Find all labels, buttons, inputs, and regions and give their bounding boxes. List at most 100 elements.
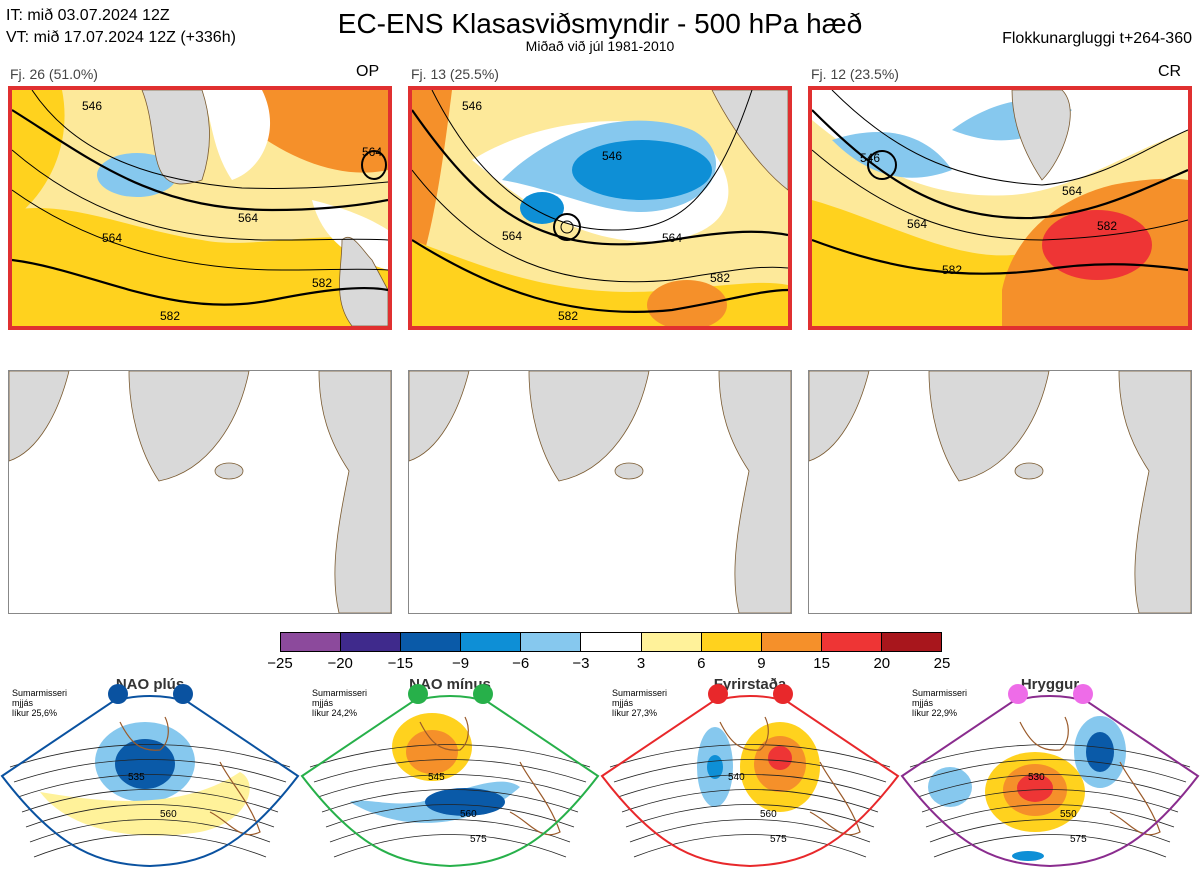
contour-thin-c: [12, 189, 388, 271]
colorbar-segment: [641, 633, 702, 651]
classification-window: Flokkunargluggi t+264-360: [1002, 30, 1192, 47]
regime-contour: [633, 834, 867, 858]
anomaly-blue-center: [97, 153, 177, 197]
contour-label: 582: [710, 271, 730, 285]
cluster-2-map: 546 546 564 564 582 582: [408, 86, 792, 330]
regime-marker-dot: [108, 684, 128, 704]
colorbar-segment: [761, 633, 822, 651]
regime-contour-label: 545: [428, 772, 445, 783]
colorbar-tick-label: 15: [813, 655, 830, 672]
colorbar-tick-label: −9: [451, 655, 470, 672]
contour-label: 564: [238, 211, 258, 225]
land-canada: [409, 371, 470, 462]
land-europe: [318, 371, 391, 613]
regime-contour-label: 575: [1070, 834, 1087, 845]
cluster-1-map: 564 564 564 582 582 546: [8, 86, 392, 330]
anomaly-blue-south: [1012, 851, 1044, 861]
contour-label: 564: [1062, 184, 1082, 198]
contour-thin-a: [31, 90, 388, 189]
colorbar-segment: [281, 633, 342, 651]
contour-closed-564: [361, 150, 387, 180]
empty-map-2-svg: [409, 371, 791, 613]
regime-contour-label: 535: [128, 772, 145, 783]
regime-marker-dot: [173, 684, 193, 704]
regime-contour-label: 560: [760, 809, 777, 820]
land-greenland: [141, 90, 210, 185]
regime-contour: [9, 744, 291, 768]
regime-contour: [925, 804, 1175, 828]
land-europe: [711, 90, 788, 191]
regime-marker-dot: [473, 684, 493, 704]
anomaly-neutral-east: [312, 200, 388, 270]
regime-contour: [913, 759, 1187, 783]
regime-contour: [617, 774, 883, 798]
contour-thin-b: [12, 149, 388, 241]
regime-frame: [900, 695, 1200, 868]
regime-contour-label: 560: [160, 809, 177, 820]
colorbar-tick-label: 9: [757, 655, 766, 672]
regime-info-line: Sumarmisseri: [312, 688, 368, 698]
coastline-europe: [809, 761, 861, 836]
regime-contour-label: 540: [728, 772, 745, 783]
coastline-greenland: [419, 716, 469, 751]
anomaly-orange: [406, 730, 458, 774]
regime-title: Hryggur: [1020, 676, 1080, 693]
cluster-1-map-svg: 564 564 564 582 582 546: [12, 90, 388, 326]
regime-info-line: Sumarmisseri: [12, 688, 68, 698]
coastline-europe: [209, 761, 261, 836]
regime-contour: [917, 774, 1183, 798]
contour-564: [12, 109, 388, 212]
cluster-3-map: 546 564 564 582 582: [808, 86, 1192, 330]
land-europe: [718, 371, 791, 613]
cluster-3-map-svg: 546 564 564 582 582: [812, 90, 1188, 326]
contour-thin-b: [412, 169, 788, 283]
land-greenland: [128, 371, 250, 482]
regime-info-line: mjjás: [12, 698, 34, 708]
colorbar-segment: [821, 633, 882, 651]
empty-map-2: [408, 370, 792, 614]
regime-info-line: Sumarmisseri: [612, 688, 668, 698]
contour-label: 546: [860, 151, 880, 165]
contour-label: 582: [160, 309, 180, 323]
cluster-3-label: Fj. 12 (23.5%): [811, 66, 899, 82]
regime-contour: [313, 759, 587, 783]
regime-contour: [33, 834, 267, 858]
coastline-europe: [509, 761, 561, 836]
cluster-1-tag: OP: [356, 63, 380, 80]
contour-label: 582: [942, 263, 962, 277]
regime-map: 530 550 575: [900, 695, 1200, 868]
anomaly-blue: [572, 140, 712, 200]
contour-thin-b: [831, 90, 1188, 186]
colorbar-tick-label: −6: [512, 655, 530, 672]
colorbar-tick-label: 25: [933, 655, 951, 672]
colorbar-tick-label: −25: [267, 655, 293, 672]
cluster-3-tag: CR: [1158, 63, 1182, 80]
land-greenland: [528, 371, 650, 482]
coastline-greenland: [119, 716, 169, 751]
regime-info: Sumarmisseri mjjás líkur 27,3%: [612, 688, 667, 718]
colorbar-tick-label: −20: [327, 655, 353, 672]
anomaly-orange-ne: [252, 90, 388, 173]
anomaly-dark-blue: [115, 739, 175, 789]
regime-marker-dot: [708, 684, 728, 704]
anomaly-orange-south: [647, 280, 727, 326]
regime-info: Sumarmisseri mjjás líkur 22,9%: [912, 688, 967, 718]
regime-contour: [609, 744, 891, 768]
contour-label: 564: [502, 229, 522, 243]
regime-contour: [317, 774, 583, 798]
regime-fan-background: [302, 696, 598, 866]
regime-frame: [600, 695, 900, 868]
regime-contour: [325, 804, 575, 828]
contour-closed-low: [553, 213, 581, 241]
regime-contour: [309, 744, 591, 768]
empty-map-1-svg: [9, 371, 391, 613]
regime-map: 545 560 575: [300, 695, 600, 868]
regime-info-line: líkur 27,3%: [612, 708, 658, 718]
contour-label: 564: [907, 217, 927, 231]
land-greenland: [1011, 90, 1071, 181]
regime-info-line: líkur 24,2%: [312, 708, 358, 718]
regime-info-line: mjjás: [312, 698, 334, 708]
regime-contour-label: 530: [1028, 772, 1045, 783]
regime-map: 535 560: [0, 695, 300, 868]
contour-closed-low: [867, 150, 897, 180]
